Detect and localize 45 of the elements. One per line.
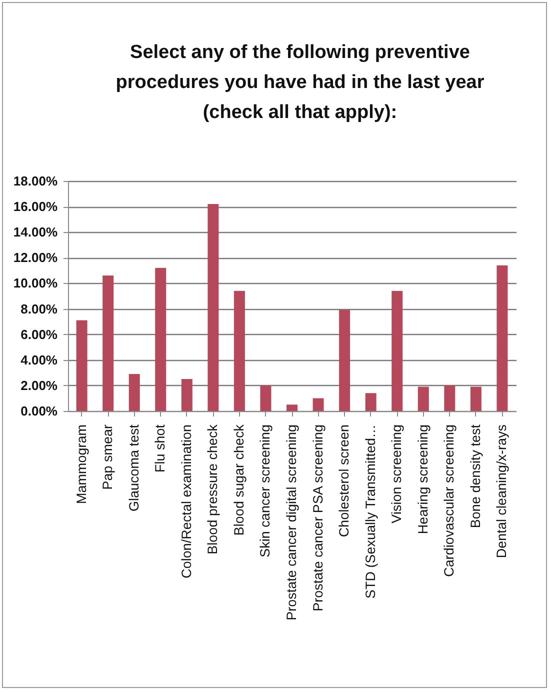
bar — [470, 386, 482, 411]
y-tick-label: 8.00% — [20, 301, 58, 316]
y-tick-label: 12.00% — [13, 250, 58, 266]
chart-title: Select any of the following preventive procedures you have had in the last year (check all that apply): — [114, 41, 486, 125]
x-tick-label: Cardiovascular screening — [442, 424, 457, 577]
y-tick-label: 4.00% — [20, 352, 58, 368]
x-tick-label: Skin cancer screening — [258, 424, 273, 558]
bar — [234, 290, 245, 411]
y-tick-label: 10.00% — [13, 276, 58, 291]
x-tick-label: Prostate cancer PSA screening — [310, 424, 326, 612]
x-tick-label: Glaucoma test — [126, 424, 142, 512]
bar — [260, 385, 272, 411]
bar — [496, 265, 508, 411]
y-tick-label: 2.00% — [20, 378, 58, 393]
x-tick-label: Dental cleaning/x-rays — [494, 424, 510, 558]
x-tick-label: Prostate cancer digital screening — [284, 424, 299, 620]
bar — [444, 385, 456, 411]
bar — [128, 374, 140, 411]
y-tick-label: 18.00% — [13, 174, 58, 188]
x-tick-label: Vision screening — [389, 424, 404, 524]
x-tick-label: Bone density test — [468, 424, 483, 528]
y-tick-label: 6.00% — [20, 326, 58, 342]
x-tick-label: STD (Sexually Transmitted… — [362, 424, 378, 599]
bar — [208, 204, 219, 411]
x-tick-label: Pap smear — [100, 424, 116, 490]
bar — [102, 276, 114, 411]
bar — [365, 393, 376, 411]
bar — [312, 398, 324, 411]
x-tick-label: Mammogram — [74, 424, 89, 504]
bar — [418, 386, 429, 411]
bar — [286, 404, 298, 411]
y-tick-label: 14.00% — [13, 224, 58, 240]
x-tick-label: Cholesterol screen — [336, 424, 352, 538]
bar — [392, 290, 403, 411]
bar — [155, 268, 166, 411]
bar — [76, 320, 88, 411]
bar — [339, 310, 350, 411]
x-tick-label: Flu shot — [152, 424, 168, 473]
x-tick-label: Blood pressure check — [205, 424, 220, 554]
y-tick-label: 16.00% — [13, 199, 58, 214]
x-tick-label: Colon/Rectal examination — [178, 424, 194, 578]
x-tick-label: Hearing screening — [415, 424, 430, 534]
bar — [181, 379, 192, 411]
x-tick-label: Blood sugar check — [231, 424, 246, 536]
y-tick-label: 0.00% — [20, 404, 58, 418]
